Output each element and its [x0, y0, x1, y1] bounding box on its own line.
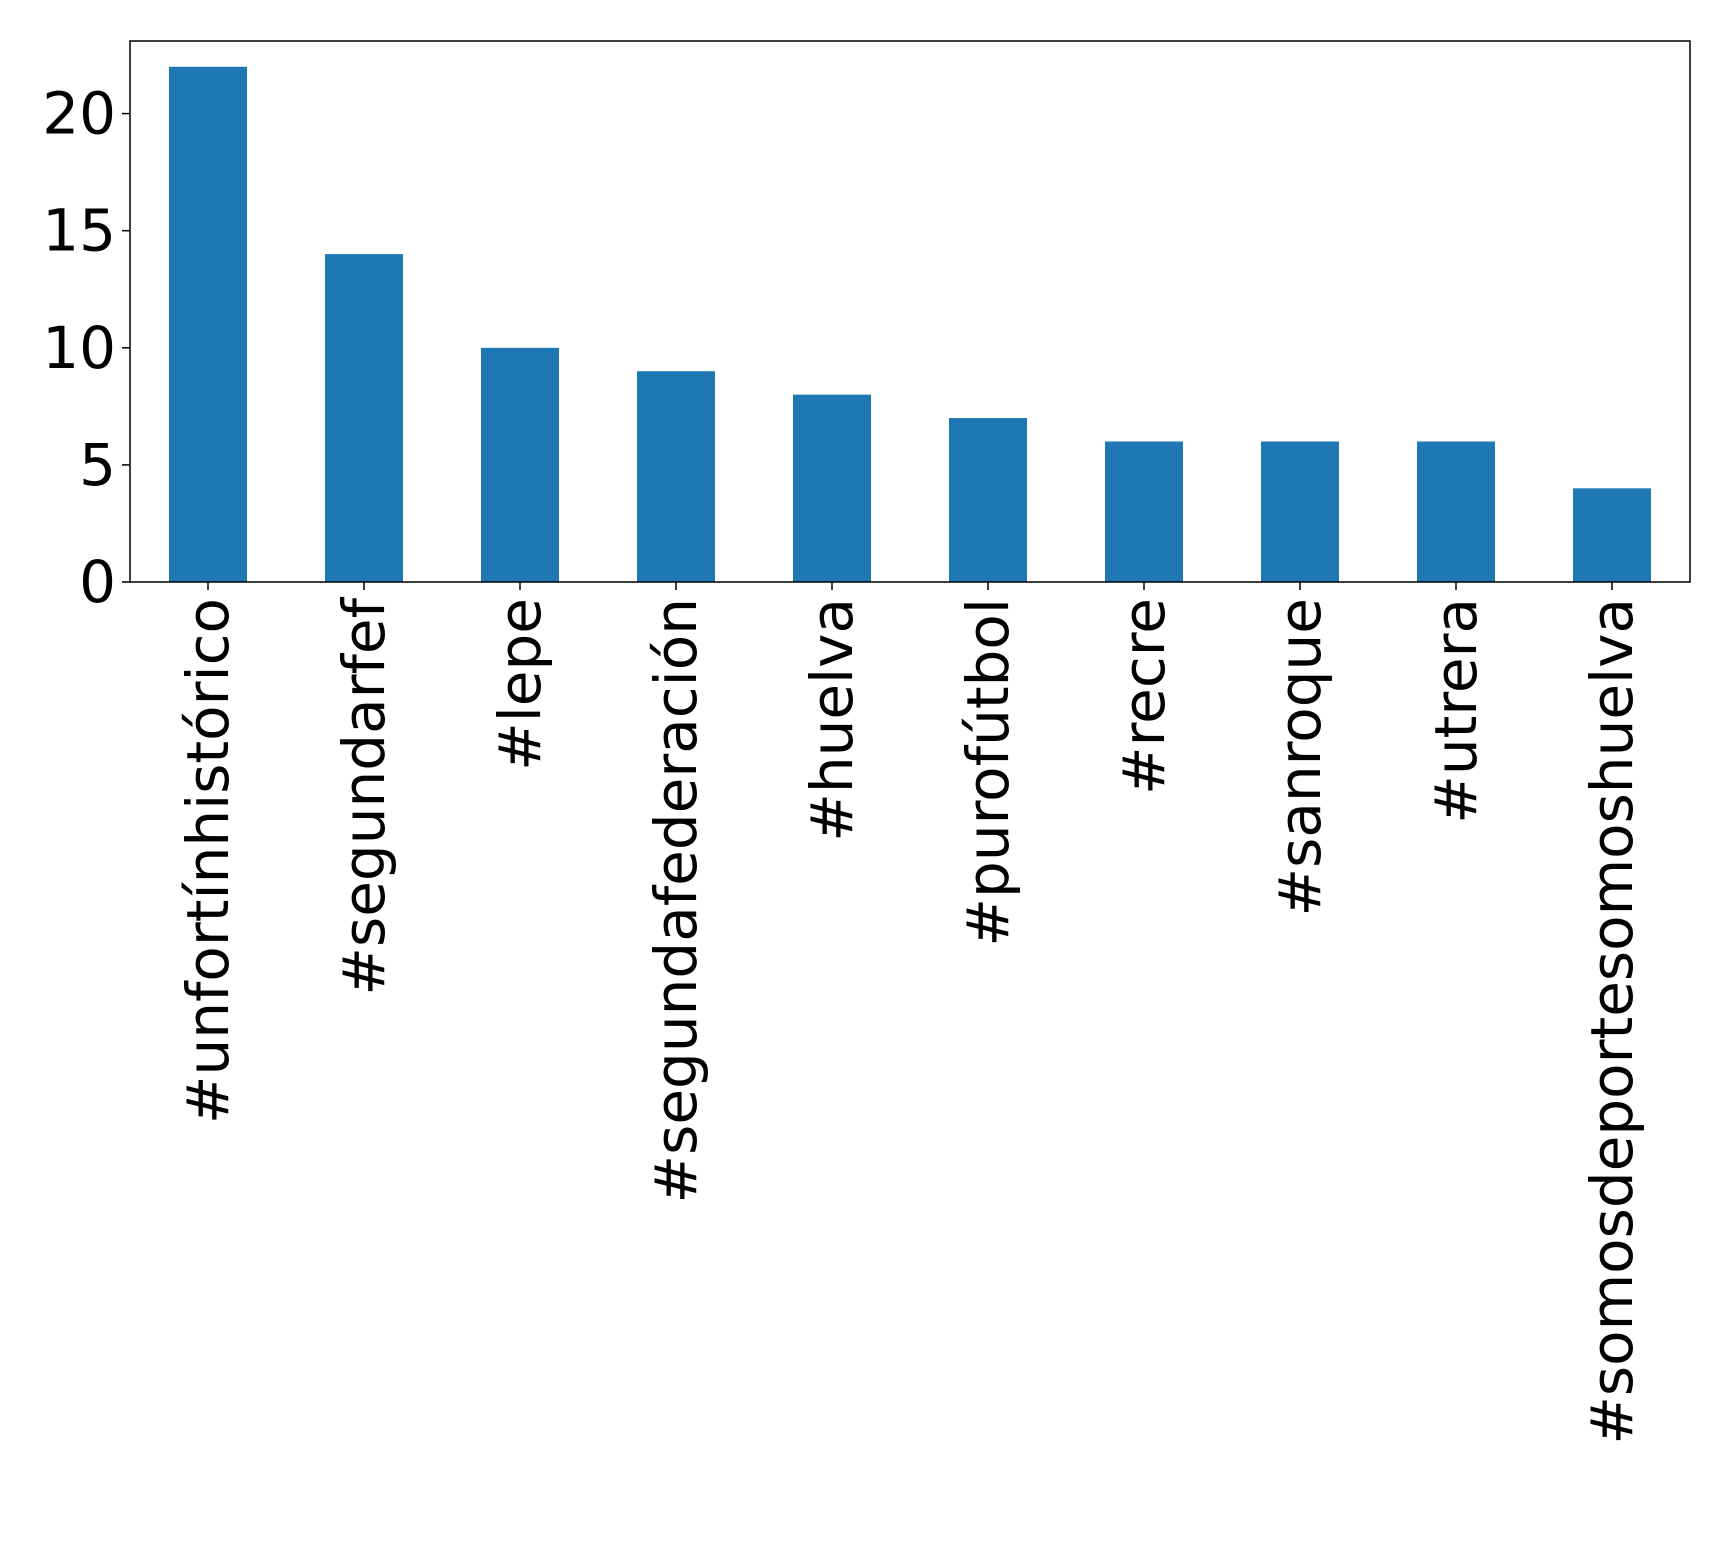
- y-tick-label-0: 0: [79, 548, 116, 616]
- x-tick-label-3: #segundafederación: [642, 598, 710, 1203]
- plot-frame: [129, 40, 1691, 583]
- bar-5: [949, 418, 1027, 582]
- x-tick-label-8: #utrera: [1422, 598, 1490, 824]
- bar-4: [793, 394, 871, 582]
- y-tick-label-1: 5: [79, 431, 116, 499]
- bar-8: [1417, 441, 1495, 582]
- bar-6: [1105, 441, 1183, 582]
- x-tick-label-2: #lepe: [486, 598, 554, 771]
- x-tick-label-4: #huelva: [798, 598, 866, 842]
- x-tick-label-7: #sanroque: [1266, 598, 1334, 916]
- bars-layer: [169, 66, 1651, 582]
- y-tick-label-3: 15: [42, 197, 116, 265]
- x-axis-ticks: #unfortínhistórico #segundarfef #lepe #segu…: [174, 582, 1646, 1445]
- bar-9: [1573, 488, 1651, 582]
- x-tick-label-0: #unfortínhistórico: [174, 598, 242, 1124]
- bar-7: [1261, 441, 1339, 582]
- x-tick-label-5: #purofútbol: [954, 598, 1022, 947]
- x-tick-label-1: #segundarfef: [330, 596, 398, 995]
- y-tick-label-2: 10: [42, 314, 116, 382]
- bar-0: [169, 66, 247, 582]
- y-axis-ticks: 0 5 10 15 20: [42, 80, 130, 616]
- x-tick-label-9: #somosdeportesomoshuelva: [1578, 598, 1646, 1445]
- bar-2: [481, 347, 559, 582]
- y-tick-label-4: 20: [42, 80, 116, 148]
- x-tick-label-6: #recre: [1110, 598, 1178, 795]
- bar-1: [325, 254, 403, 582]
- bar-3: [637, 371, 715, 582]
